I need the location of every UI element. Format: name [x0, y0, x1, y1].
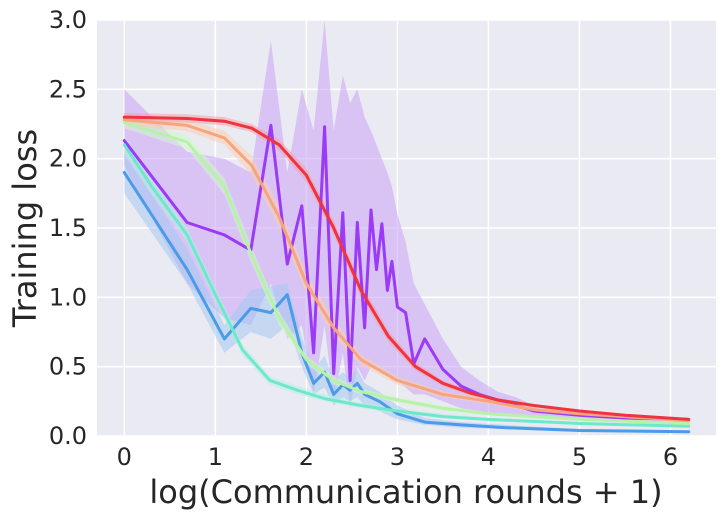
x-tick-label: 1	[208, 443, 223, 471]
series-5-line	[122, 118, 691, 423]
x-tick-label: 0	[117, 443, 132, 471]
series-6-band	[124, 112, 689, 421]
series-3-line	[122, 143, 691, 428]
y-tick-label: 3.0	[49, 6, 87, 34]
series-lines	[122, 115, 691, 434]
x-tick-labels: 0 1 2 3 4 5 6	[117, 443, 678, 471]
series-1-band	[124, 20, 689, 423]
y-tick-label: 0.5	[49, 353, 87, 381]
series-4-line	[122, 121, 691, 425]
x-tick-label: 6	[663, 443, 678, 471]
y-tick-label: 0.0	[49, 422, 87, 450]
y-tick-label: 1.5	[49, 214, 87, 242]
series-6-line	[122, 115, 691, 421]
y-tick-label: 2.0	[49, 145, 87, 173]
x-tick-label: 3	[390, 443, 405, 471]
y-tick-label: 1.0	[49, 283, 87, 311]
y-tick-label: 2.5	[49, 75, 87, 103]
x-tick-label: 5	[572, 443, 587, 471]
x-axis-title: log(Communication rounds + 1)	[149, 473, 662, 511]
x-tick-label: 2	[299, 443, 314, 471]
y-axis-title: Training loss	[6, 129, 44, 328]
x-tick-label: 4	[481, 443, 496, 471]
y-tick-labels: 0.0 0.5 1.0 1.5 2.0 2.5 3.0	[49, 6, 87, 450]
